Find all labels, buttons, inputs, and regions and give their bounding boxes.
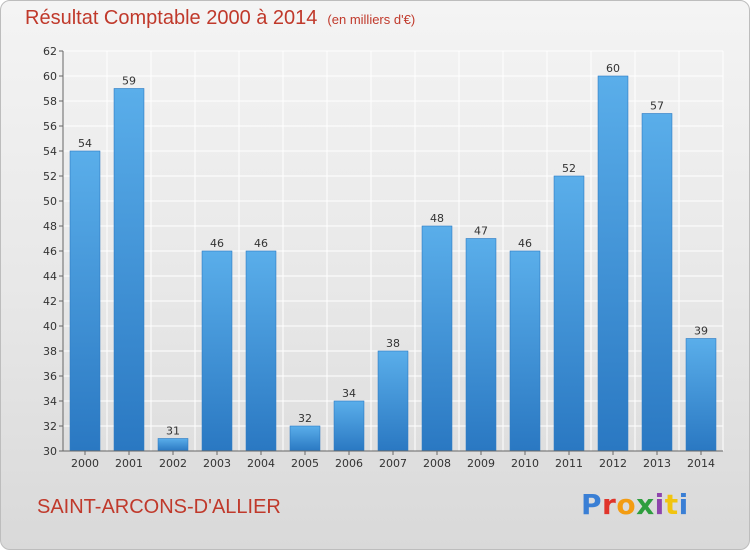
y-tick-label: 46 — [43, 245, 57, 258]
x-tick-label: 2004 — [247, 457, 275, 470]
y-tick-label: 40 — [43, 320, 57, 333]
x-tick-label: 2013 — [643, 457, 671, 470]
bar[interactable] — [553, 175, 585, 452]
y-tick-label: 56 — [43, 120, 57, 133]
bar-value-label: 39 — [694, 325, 708, 338]
bar-value-label: 52 — [562, 162, 576, 175]
x-tick-label: 2001 — [115, 457, 143, 470]
bar-value-label: 32 — [298, 412, 312, 425]
x-tick-label: 2005 — [291, 457, 319, 470]
bar[interactable] — [201, 250, 233, 452]
logo-letter: x — [636, 488, 655, 521]
bar[interactable] — [509, 250, 541, 452]
y-tick-label: 62 — [43, 45, 57, 58]
chart-title-text: Résultat Comptable 2000 à 2014 — [25, 7, 318, 29]
y-tick-label: 44 — [43, 270, 57, 283]
x-tick-label: 2014 — [687, 457, 715, 470]
bar[interactable] — [69, 150, 101, 452]
town-name: SAINT-ARCONS-D'ALLIER — [37, 496, 281, 518]
bar-value-label: 38 — [386, 337, 400, 350]
x-tick-label: 2006 — [335, 457, 363, 470]
bar[interactable] — [289, 425, 321, 452]
y-tick-label: 42 — [43, 295, 57, 308]
proxiti-logo[interactable]: Proxiti — [581, 488, 689, 521]
bar-value-label: 46 — [210, 237, 224, 250]
logo-letter: P — [581, 488, 603, 521]
y-tick-label: 36 — [43, 370, 57, 383]
x-tick-label: 2003 — [203, 457, 231, 470]
bar-value-label: 60 — [606, 62, 620, 75]
logo-letter: r — [602, 488, 617, 521]
y-tick-label: 58 — [43, 95, 57, 108]
logo-letter: o — [616, 488, 637, 521]
bar-value-label: 59 — [122, 75, 136, 88]
bar[interactable] — [113, 88, 145, 452]
x-tick-label: 2008 — [423, 457, 451, 470]
bar[interactable] — [333, 400, 365, 452]
x-tick-label: 2007 — [379, 457, 407, 470]
bar-value-label: 54 — [78, 137, 92, 150]
bar-value-label: 31 — [166, 425, 180, 438]
logo-letter: t — [664, 488, 679, 521]
logo-letter: i — [678, 488, 689, 521]
y-tick-label: 32 — [43, 420, 57, 433]
bar[interactable] — [597, 75, 629, 452]
y-tick-label: 34 — [43, 395, 57, 408]
x-tick-label: 2012 — [599, 457, 627, 470]
x-tick-label: 2010 — [511, 457, 539, 470]
bar[interactable] — [685, 338, 717, 452]
y-tick-label: 30 — [43, 445, 57, 458]
y-tick-label: 60 — [43, 70, 57, 83]
y-tick-label: 38 — [43, 345, 57, 358]
chart-title-unit: (en milliers d'€) — [327, 12, 416, 27]
logo-letter: i — [654, 488, 665, 521]
bar[interactable] — [377, 350, 409, 452]
bar-value-label: 57 — [650, 100, 664, 113]
x-tick-label: 2002 — [159, 457, 187, 470]
bar[interactable] — [157, 438, 189, 452]
y-tick-label: 48 — [43, 220, 57, 233]
bar[interactable] — [465, 238, 497, 452]
x-tick-label: 2009 — [467, 457, 495, 470]
bar[interactable] — [421, 225, 453, 452]
x-tick-label: 2011 — [555, 457, 583, 470]
chart-title: Résultat Comptable 2000 à 2014 (en millie… — [25, 7, 415, 30]
y-tick-label: 50 — [43, 195, 57, 208]
bar-value-label: 46 — [254, 237, 268, 250]
bar-value-label: 47 — [474, 225, 488, 238]
bar-value-label: 48 — [430, 212, 444, 225]
bar-value-label: 46 — [518, 237, 532, 250]
bar-value-label: 34 — [342, 387, 356, 400]
y-tick-label: 54 — [43, 145, 57, 158]
bar[interactable] — [641, 113, 673, 452]
bar[interactable] — [245, 250, 277, 452]
y-tick-label: 52 — [43, 170, 57, 183]
x-tick-label: 2000 — [71, 457, 99, 470]
